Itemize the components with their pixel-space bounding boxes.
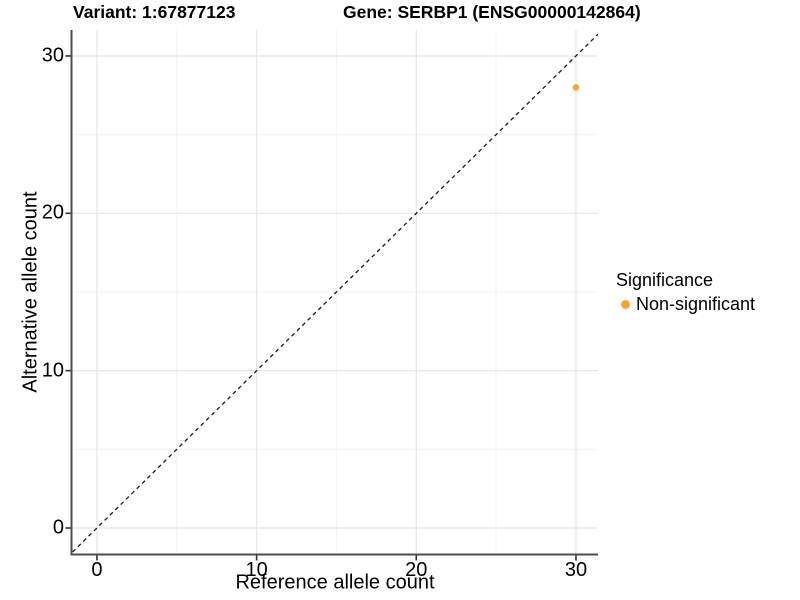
data-point [572,84,580,91]
x-tick-label: 10 [245,559,268,581]
gene-title: Gene: SERBP1 (ENSG00000142864) [343,2,641,22]
y-tick-label: 20 [41,201,64,224]
y-tick-label: 10 [41,359,64,382]
legend-item-label: Non-significant [636,294,756,314]
point-swatch-icon [621,300,630,309]
y-tick-label: 30 [41,44,64,67]
y-axis-title: Alternative allele count [19,191,42,393]
x-tick-label: 0 [91,559,103,581]
x-tick-label: 30 [564,559,588,581]
y-tick-label: 0 [52,516,64,539]
legend: Significance Non-significant [616,270,755,315]
x-tick-label: 20 [405,559,428,581]
x-axis-title: Reference allele count [235,571,435,594]
identity-line [72,33,598,553]
legend-item: Non-significant [616,294,755,315]
legend-title: Significance [616,270,714,290]
variant-title: Variant: 1:67877123 [73,2,236,22]
